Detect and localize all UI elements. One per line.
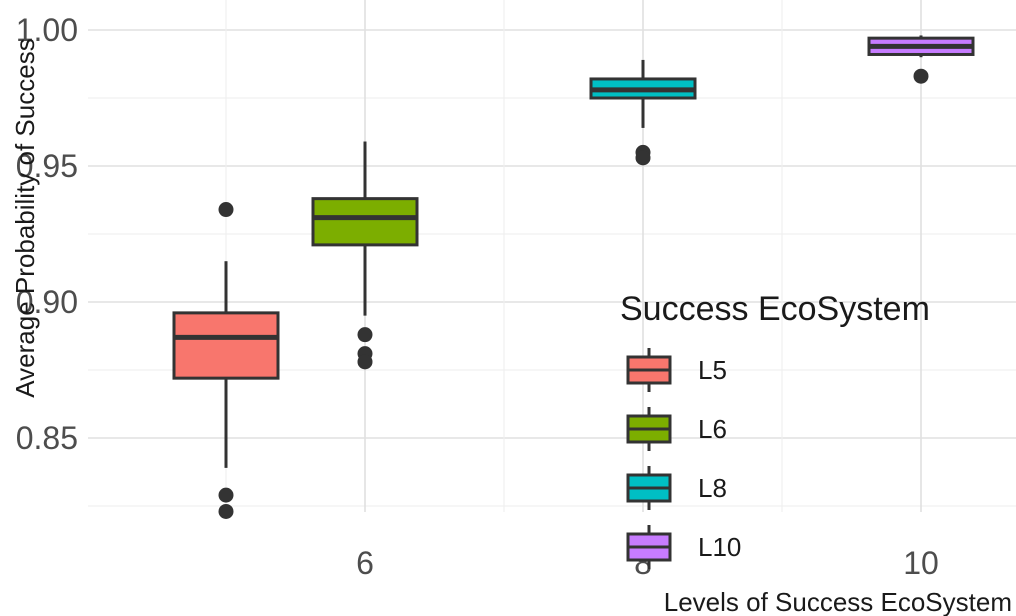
box-iqr	[172, 311, 280, 380]
outlier-point	[913, 68, 929, 84]
outlier-point	[218, 503, 234, 519]
legend-item-l6: L6	[626, 407, 727, 451]
legend-item-l10: L10	[626, 525, 741, 569]
legend: Success EcoSystem L5 L6 L8 L10	[620, 290, 930, 569]
legend-item-l8: L8	[626, 466, 727, 510]
legend-label: L5	[698, 355, 727, 385]
x-axis-title: Levels of Success EcoSystem	[664, 587, 1012, 616]
box-l5	[172, 202, 280, 519]
legend-label: L10	[698, 532, 741, 562]
outlier-point	[635, 150, 651, 166]
y-tick-label: 0.90	[16, 284, 78, 320]
box-l8	[589, 59, 697, 166]
box-l6	[311, 141, 419, 370]
legend-label: L8	[698, 473, 727, 503]
outlier-point	[218, 202, 234, 218]
box-series	[172, 35, 975, 519]
legend-title: Success EcoSystem	[620, 290, 930, 328]
box-iqr	[311, 197, 419, 247]
legend-items: L5 L6 L8 L10	[626, 348, 741, 569]
x-axis-ticks: 6 8 10	[356, 545, 939, 581]
y-axis-ticks: 0.85 0.90 0.95 1.00	[16, 12, 78, 456]
y-tick-label: 1.00	[16, 12, 78, 48]
legend-label: L6	[698, 414, 727, 444]
outlier-point	[357, 327, 373, 343]
y-tick-label: 0.85	[16, 420, 78, 456]
legend-item-l5: L5	[626, 348, 727, 392]
x-tick-label: 10	[903, 545, 939, 581]
outlier-point	[218, 487, 234, 503]
outlier-point	[357, 354, 373, 370]
y-axis-title: Average Probability of Success	[10, 38, 40, 397]
box-l10	[867, 35, 975, 84]
y-tick-label: 0.95	[16, 148, 78, 184]
x-tick-label: 6	[356, 545, 374, 581]
